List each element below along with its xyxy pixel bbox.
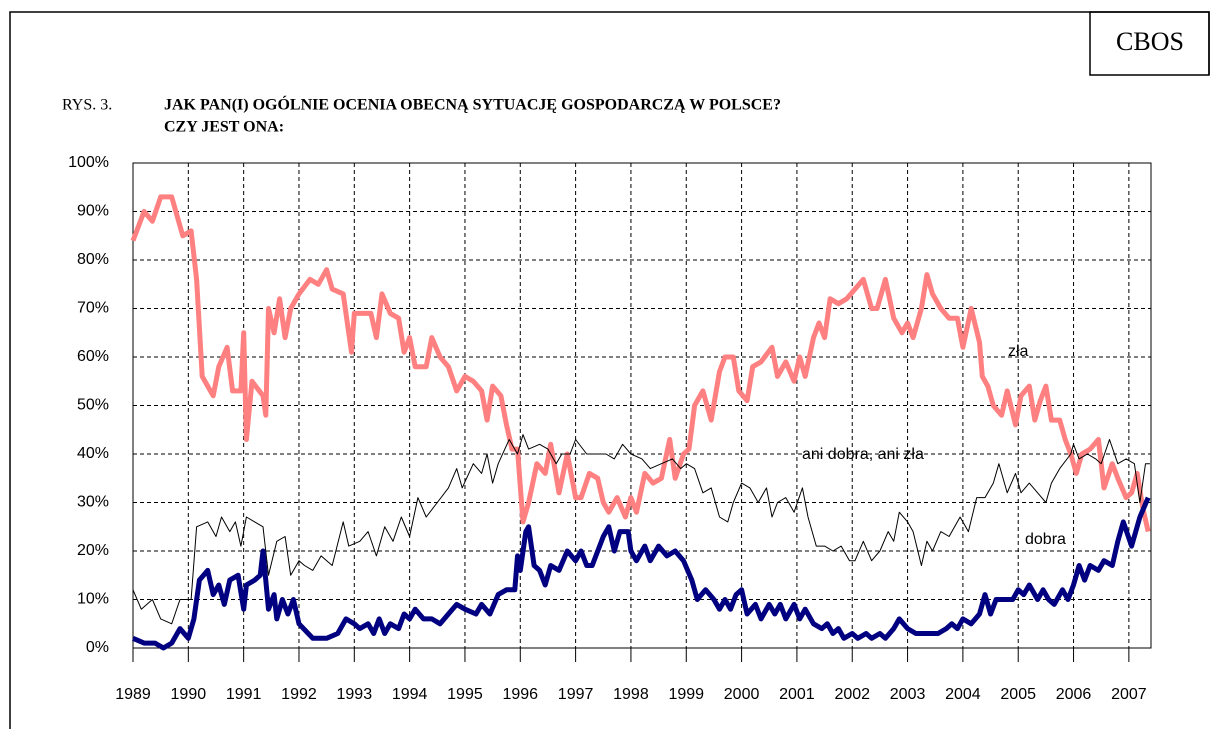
x-tick-label: 2006 [1056, 686, 1092, 703]
source-box [1089, 11, 1210, 76]
x-tick-label: 2004 [945, 686, 981, 703]
chart-title: JAK PAN(I) OGÓLNIE OCENIA OBECNĄ SYTUACJ… [164, 95, 781, 114]
series-line [132, 496, 1151, 651]
x-tick-label: 2002 [834, 686, 870, 703]
source: CBOS [1116, 27, 1184, 56]
x-tick-label: 1990 [171, 686, 207, 703]
x-tick-label: 1994 [392, 686, 428, 703]
y-tick-label: 90% [77, 203, 109, 220]
y-tick-label: 0% [86, 639, 109, 656]
series-label: ani dobra, ani zła [802, 446, 924, 463]
figure-label: RYS. 3. [62, 97, 112, 114]
y-tick-label: 30% [77, 494, 109, 511]
series-label: dobra [1025, 531, 1066, 548]
x-tick-label: 1993 [337, 686, 373, 703]
y-tick-label: 70% [77, 300, 109, 317]
y-tick-label: 60% [77, 348, 109, 365]
x-tick-label: 2003 [890, 686, 926, 703]
chart-subtitle: CZY JEST ONA: [164, 119, 284, 136]
x-tick-label: 1997 [558, 686, 594, 703]
x-tick-label: 1995 [447, 686, 483, 703]
x-tick-label: 1992 [281, 686, 317, 703]
x-tick-label: 2005 [1000, 686, 1036, 703]
x-tick-label: 1991 [226, 686, 262, 703]
y-tick-label: 10% [77, 591, 109, 608]
x-tick-label: 2000 [724, 686, 760, 703]
series-line [132, 434, 1150, 625]
y-tick-label: 20% [77, 542, 109, 559]
y-tick-label: 40% [77, 445, 109, 462]
x-tick-label: 1989 [115, 686, 151, 703]
y-tick-label: 100% [68, 154, 109, 171]
x-tick-label: 1999 [668, 686, 704, 703]
y-tick-label: 50% [77, 397, 109, 414]
plot-area [132, 162, 1152, 649]
series-label: zła [1008, 343, 1029, 360]
x-tick-label: 1998 [613, 686, 649, 703]
x-tick-label: 2001 [779, 686, 815, 703]
x-tick-label: 1996 [502, 686, 538, 703]
y-tick-label: 80% [77, 251, 109, 268]
x-tick-label: 2007 [1111, 686, 1147, 703]
series-line [130, 194, 1151, 533]
